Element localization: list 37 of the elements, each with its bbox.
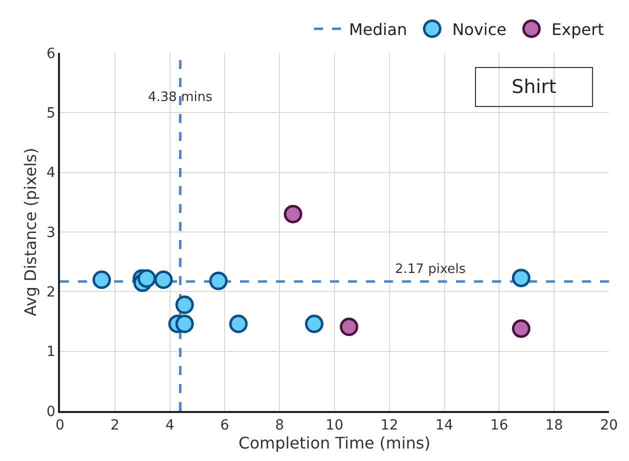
x-tick-label: 18 — [545, 418, 564, 434]
x-tick-label: 14 — [435, 418, 454, 434]
point — [175, 296, 194, 314]
x-tick-label: 4 — [165, 418, 174, 434]
point — [209, 272, 228, 290]
point — [304, 314, 324, 334]
annotation: 2.17 pixels — [395, 262, 466, 277]
y-tick-label: 5 — [46, 106, 56, 122]
x-tick-label: 16 — [490, 418, 508, 434]
x-tick-label: 8 — [275, 418, 284, 434]
legend-label: Novice — [452, 20, 507, 39]
x-tick-label: 12 — [380, 418, 398, 434]
x-tick-label: 2 — [110, 418, 120, 434]
y-tick-label: 3 — [46, 224, 56, 241]
y-tick-label: 1 — [46, 344, 56, 360]
point — [175, 314, 194, 334]
annotation: 4.38 mins — [148, 90, 213, 105]
x-tick-label: 6 — [220, 418, 230, 434]
point — [154, 270, 173, 289]
legend-label: Expert — [552, 20, 604, 39]
legend-label: Median — [349, 20, 408, 39]
point — [284, 204, 302, 224]
point — [229, 314, 248, 334]
x-tick-label: 20 — [600, 418, 618, 434]
point — [512, 319, 530, 338]
x-axis-title: Completion Time (mins) — [238, 434, 430, 453]
point — [512, 268, 530, 288]
point — [340, 318, 358, 336]
y-tick-label: 0 — [46, 404, 56, 420]
text: Shirt — [512, 76, 556, 98]
y-axis-title: Avg Distance (pixels) — [20, 148, 40, 316]
point — [137, 269, 156, 288]
x-tick-label: 10 — [326, 418, 344, 434]
y-tick-label: 2 — [46, 284, 56, 301]
y-tick-label: 4 — [46, 165, 56, 182]
y-tick-label: 6 — [46, 46, 56, 62]
point — [92, 270, 111, 289]
